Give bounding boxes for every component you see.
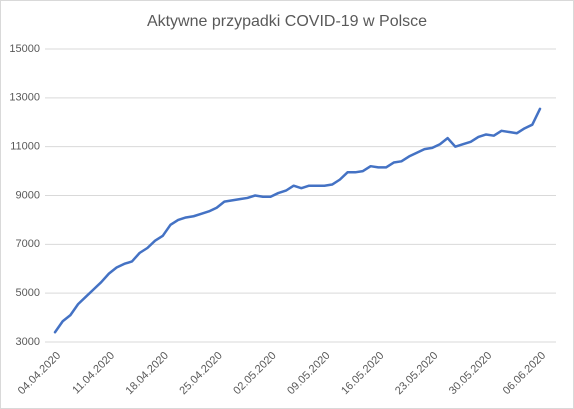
y-tick-label: 9000 [16, 189, 40, 201]
y-tick-label: 3000 [16, 336, 40, 348]
y-tick-label: 5000 [16, 287, 40, 299]
y-tick-label: 13000 [9, 92, 40, 104]
chart-title: Aktywne przypadki COVID-19 w Polsce [147, 13, 427, 30]
y-tick-label: 7000 [16, 238, 40, 250]
line [53, 107, 542, 334]
y-tick-label: 15000 [9, 43, 40, 55]
y-tick-label: 11000 [10, 141, 40, 153]
